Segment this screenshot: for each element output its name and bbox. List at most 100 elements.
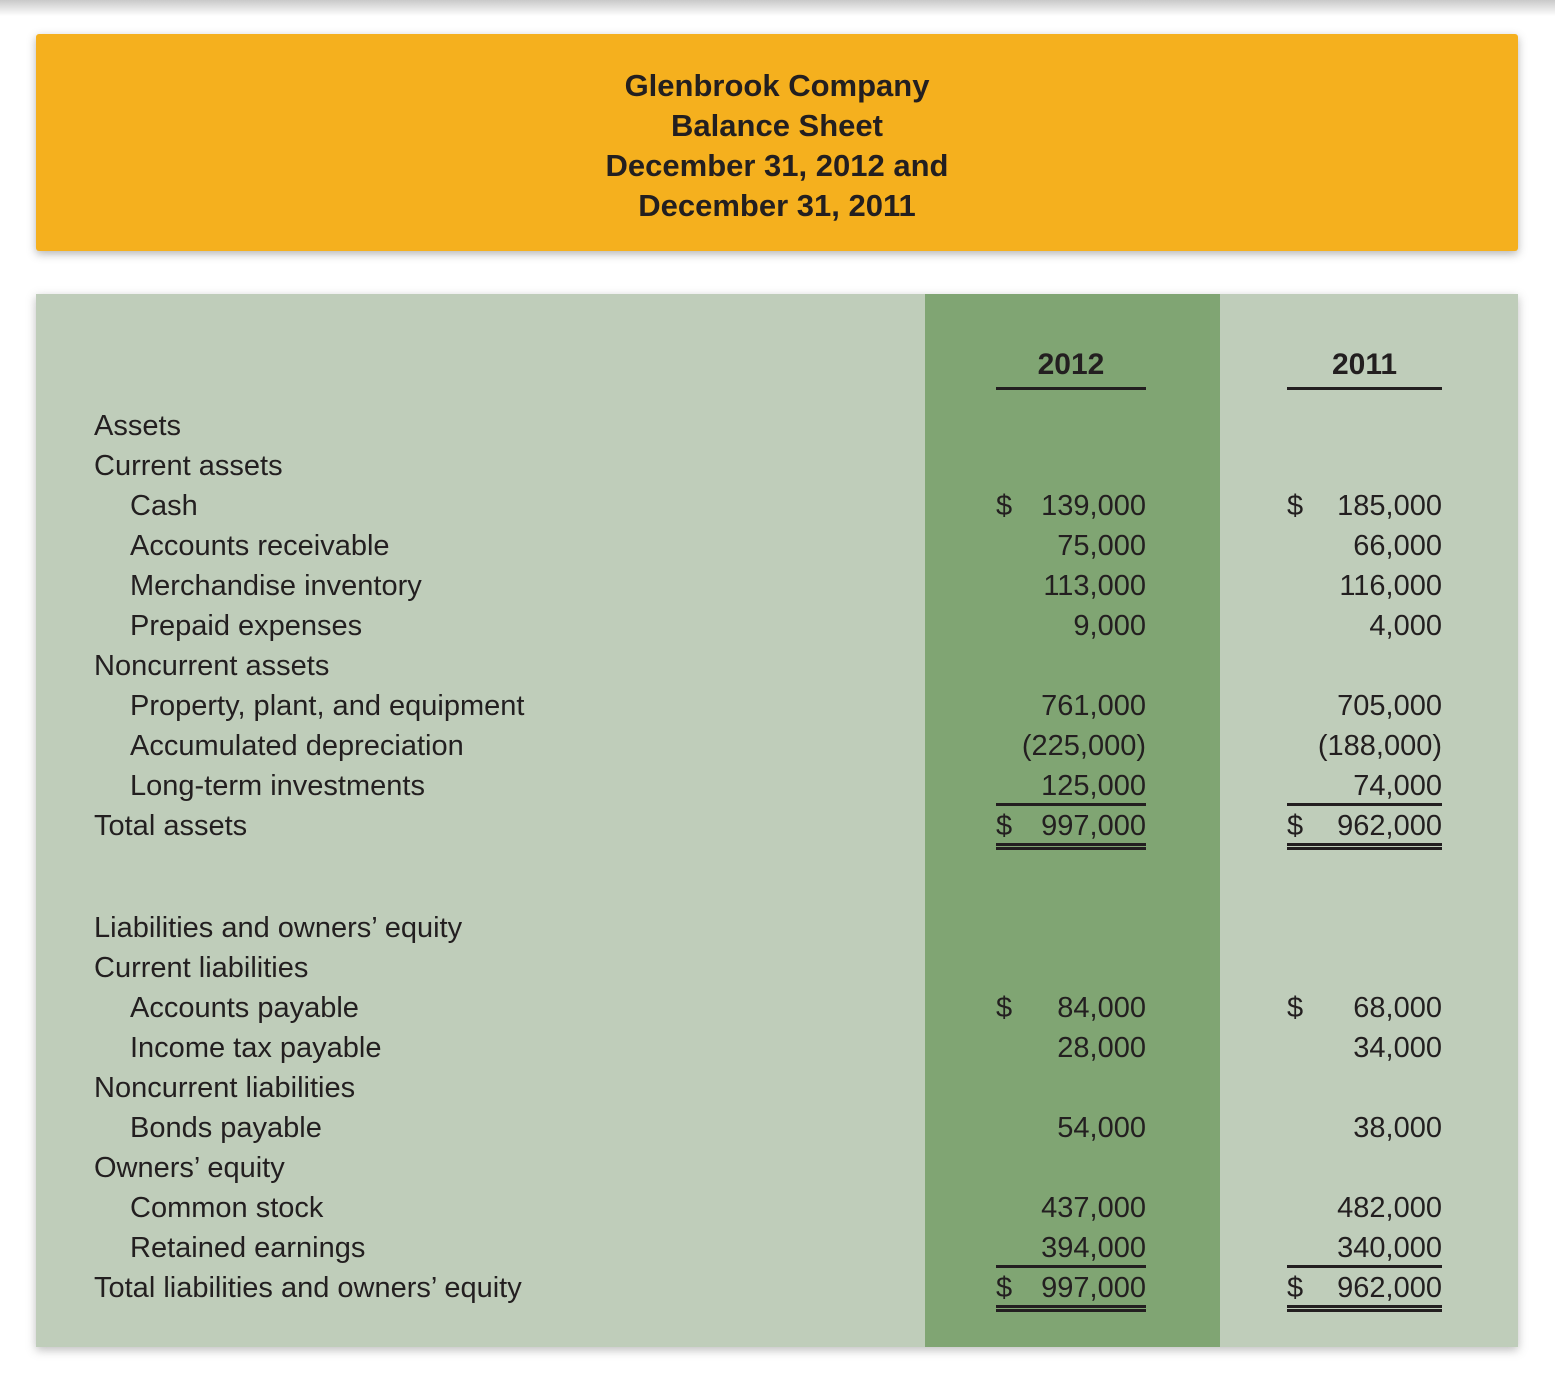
table-body: Assets Current assets Cash $139,000 $185… — [36, 406, 1518, 1312]
table-row: Income tax payable 28,000 34,000 — [36, 1028, 1518, 1068]
amount: 116,000 — [1339, 570, 1442, 602]
value-2012: 75,000 — [996, 526, 1146, 566]
currency-symbol: $ — [1287, 1272, 1304, 1304]
value-2012: (225,000) — [996, 726, 1146, 766]
value-2012: $84,000 — [996, 988, 1146, 1028]
amount: 28,000 — [1057, 1032, 1146, 1064]
currency-symbol: $ — [996, 490, 1013, 522]
row-label: Bonds payable — [130, 1112, 322, 1144]
value-2012: 761,000 — [996, 686, 1146, 726]
amount: 185,000 — [1337, 490, 1442, 522]
value-2012 — [996, 446, 1146, 486]
value-2011 — [1287, 646, 1442, 686]
amount: 113,000 — [1043, 570, 1146, 602]
value-2011: (188,000) — [1287, 726, 1442, 766]
value-2012: 437,000 — [996, 1188, 1146, 1228]
row-label: Total liabilities and owners’ equity — [94, 1272, 522, 1304]
amount: 38,000 — [1353, 1112, 1442, 1144]
amount: 54,000 — [1057, 1112, 1146, 1144]
table-row: Liabilities and owners’ equity — [36, 908, 1518, 948]
amount: 962,000 — [1337, 810, 1442, 842]
row-label: Current liabilities — [94, 952, 309, 984]
value-2011: 482,000 — [1287, 1188, 1442, 1228]
table-row: Accounts payable $84,000 $68,000 — [36, 988, 1518, 1028]
value-2012: 54,000 — [996, 1108, 1146, 1148]
value-2012: $997,000 — [996, 1268, 1146, 1312]
value-2011: 66,000 — [1287, 526, 1442, 566]
table-row: Common stock 437,000 482,000 — [36, 1188, 1518, 1228]
value-2011: $962,000 — [1287, 806, 1442, 850]
value-2011 — [1287, 1148, 1442, 1188]
value-2012: 28,000 — [996, 1028, 1146, 1068]
value-2012: 113,000 — [996, 566, 1146, 606]
row-label: Noncurrent assets — [94, 650, 330, 682]
currency-symbol: $ — [1287, 490, 1304, 522]
amount: 962,000 — [1337, 1272, 1442, 1304]
amount: (225,000) — [1021, 730, 1146, 762]
value-2012 — [996, 1148, 1146, 1188]
column-header-2012: 2012 — [996, 346, 1146, 390]
currency-symbol: $ — [996, 810, 1013, 842]
row-label: Cash — [130, 490, 198, 522]
date-line-2: December 31, 2011 — [638, 188, 916, 223]
column-header-2011: 2011 — [1287, 346, 1442, 390]
value-2012 — [996, 948, 1146, 988]
row-label: Current assets — [94, 450, 283, 482]
amount: 4,000 — [1369, 610, 1442, 642]
amount: 9,000 — [1073, 610, 1146, 642]
table-row: Bonds payable 54,000 38,000 — [36, 1108, 1518, 1148]
value-2012 — [996, 908, 1146, 948]
row-label — [36, 846, 996, 908]
row-label: Long-term investments — [130, 770, 425, 802]
highlight-column-2012 — [925, 294, 1220, 1347]
company-name: Glenbrook Company — [624, 68, 930, 103]
amount: 997,000 — [1041, 810, 1146, 842]
table-row: Property, plant, and equipment 761,000 7… — [36, 686, 1518, 726]
value-2011: 705,000 — [1287, 686, 1442, 726]
amount: (188,000) — [1317, 730, 1442, 762]
value-2012: 125,000 — [996, 766, 1146, 806]
column-header-row: 2012 2011 — [36, 346, 1518, 394]
value-2012 — [996, 646, 1146, 686]
table-row: Owners’ equity — [36, 1148, 1518, 1188]
table-row: Long-term investments 125,000 74,000 — [36, 766, 1518, 806]
table-row: Assets — [36, 406, 1518, 446]
row-label: Owners’ equity — [94, 1152, 285, 1184]
amount: 482,000 — [1337, 1192, 1442, 1224]
value-2011 — [1287, 908, 1442, 948]
row-label: Total assets — [94, 810, 248, 842]
amount: 437,000 — [1041, 1192, 1146, 1224]
value-2011: 38,000 — [1287, 1108, 1442, 1148]
row-label: Accumulated depreciation — [130, 730, 464, 762]
table-row: Current liabilities — [36, 948, 1518, 988]
table-row: Accounts receivable 75,000 66,000 — [36, 526, 1518, 566]
table-row: Noncurrent assets — [36, 646, 1518, 686]
table-row — [36, 846, 1518, 908]
sheet-inner: 2012 2011 Assets Current assets Cash $13… — [36, 346, 1518, 1312]
value-2011: $962,000 — [1287, 1268, 1442, 1312]
statement-title: Balance Sheet — [671, 108, 883, 143]
amount: 125,000 — [1041, 770, 1146, 802]
value-2012 — [996, 406, 1146, 446]
table-row: Merchandise inventory 113,000 116,000 — [36, 566, 1518, 606]
value-2011 — [1287, 948, 1442, 988]
row-label: Noncurrent liabilities — [94, 1072, 356, 1104]
column-header-spacer — [36, 346, 996, 394]
currency-symbol: $ — [1287, 992, 1304, 1024]
table-row: Total liabilities and owners’ equity $99… — [36, 1268, 1518, 1312]
value-2011: 4,000 — [1287, 606, 1442, 646]
value-2011: $68,000 — [1287, 988, 1442, 1028]
amount: 75,000 — [1057, 530, 1146, 562]
value-2012: 9,000 — [996, 606, 1146, 646]
value-2011: 340,000 — [1287, 1228, 1442, 1268]
value-2011: $185,000 — [1287, 486, 1442, 526]
row-label: Common stock — [130, 1192, 324, 1224]
value-2011: 34,000 — [1287, 1028, 1442, 1068]
row-label: Property, plant, and equipment — [130, 690, 525, 722]
row-label: Assets — [94, 410, 182, 442]
row-label: Prepaid expenses — [130, 610, 363, 642]
row-label: Income tax payable — [130, 1032, 382, 1064]
currency-symbol: $ — [1287, 810, 1304, 842]
row-label: Merchandise inventory — [130, 570, 422, 602]
